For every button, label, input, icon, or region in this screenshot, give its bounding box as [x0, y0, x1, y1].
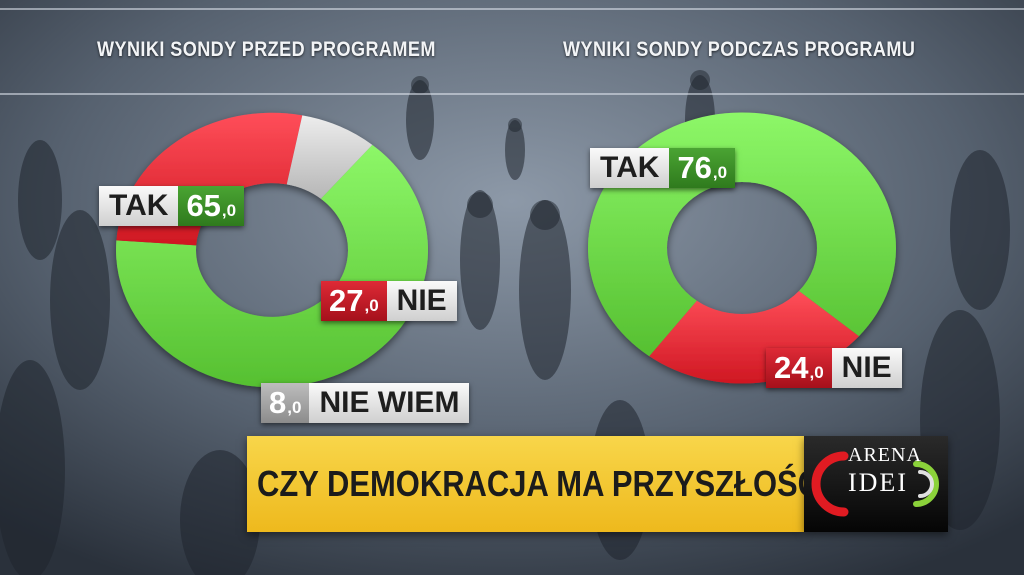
- logo-text-top: ARENA: [848, 444, 922, 466]
- label-category: TAK: [590, 148, 670, 188]
- label-category: TAK: [99, 186, 179, 226]
- slice-tak-1: [115, 144, 428, 388]
- label-value: 65,0: [178, 186, 245, 226]
- label-category: NIE: [386, 281, 457, 321]
- heading-right: WYNIKI SONDY PODCZAS PROGRAMU: [563, 38, 916, 61]
- value-main: 65: [186, 188, 221, 223]
- label-tak-left: TAK 65,0: [99, 186, 245, 226]
- label-value: 8,0: [261, 383, 310, 423]
- question-banner: CZY DEMOKRACJA MA PRZYSZŁOŚĆ?: [247, 436, 839, 532]
- value-main: 27: [329, 283, 364, 318]
- value-decimal: ,0: [712, 163, 728, 182]
- logo-text-bottom: IDEI: [848, 468, 908, 497]
- value-decimal: ,0: [221, 201, 237, 220]
- value-decimal: ,0: [287, 398, 302, 417]
- heading-rule: [0, 93, 1024, 95]
- value-main: 24: [774, 350, 809, 385]
- value-main: 76: [677, 150, 712, 185]
- label-category: NIE: [831, 348, 902, 388]
- label-value: 76,0: [669, 148, 736, 188]
- label-tak-right: TAK 76,0: [590, 148, 736, 188]
- arena-idei-logo: ARENA IDEI: [804, 436, 948, 532]
- label-nie-wiem-left: 8,0 NIE WIEM: [261, 383, 470, 423]
- label-value: 27,0: [321, 281, 387, 321]
- logo-emblem-icon: [811, 451, 939, 517]
- label-category: NIE WIEM: [309, 383, 470, 423]
- heading-left: WYNIKI SONDY PRZED PROGRAMEM: [97, 38, 436, 61]
- label-value: 24,0: [766, 348, 832, 388]
- label-nie-left: 27,0 NIE: [321, 281, 457, 321]
- donut-chart-1: [115, 112, 428, 388]
- top-rule: [0, 8, 1024, 10]
- label-nie-right: 24,0 NIE: [766, 348, 902, 388]
- banner-title: CZY DEMOKRACJA MA PRZYSZŁOŚĆ?: [257, 463, 839, 504]
- slice-nie-wiem-1: [286, 115, 373, 199]
- value-main: 8: [269, 385, 287, 420]
- value-decimal: ,0: [809, 363, 824, 382]
- value-decimal: ,0: [364, 296, 379, 315]
